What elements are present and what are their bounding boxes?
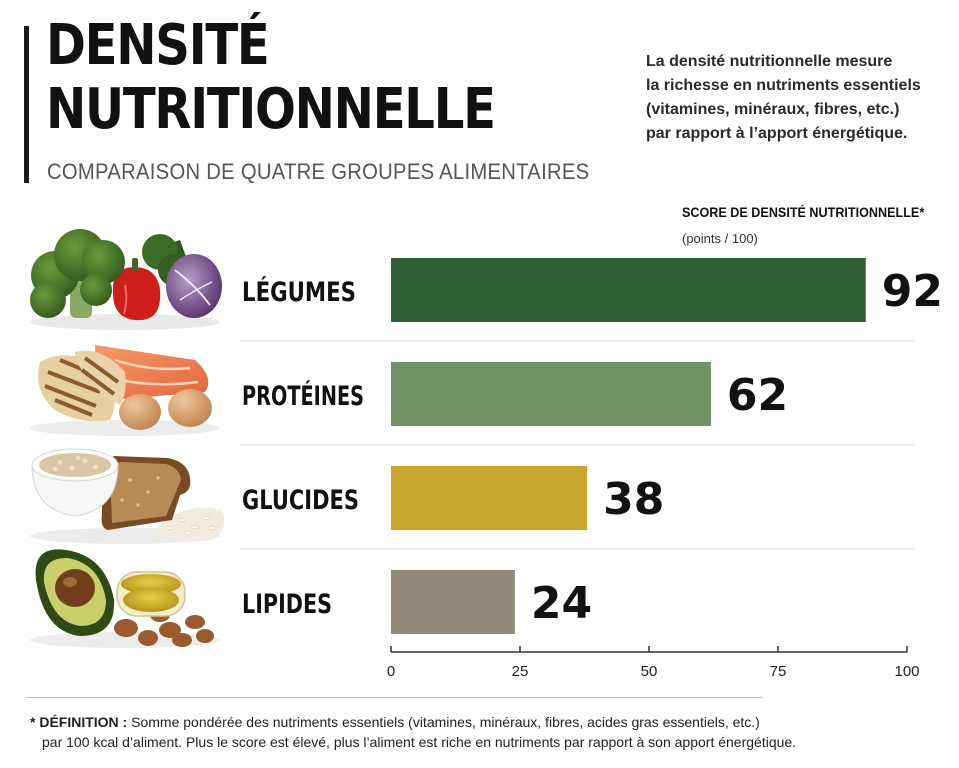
page-subtitle: COMPARAISON DE QUATRE GROUPES ALIMENTAIR… (47, 159, 590, 184)
intro-line: par rapport à l’apport énergétique. (646, 125, 908, 142)
x-axis-ticks: 0 25 50 75 100 (387, 646, 920, 680)
carbohydrates-illustration (30, 448, 225, 544)
value-label: 38 (603, 474, 664, 525)
category-label: LIPIDES (242, 589, 332, 620)
value-label: 24 (531, 578, 592, 629)
footnote-text-2: par 100 kcal d’aliment. Plus le score es… (42, 734, 797, 750)
chart-title: SCORE DE DENSITÉ NUTRITIONNELLE* (682, 204, 925, 220)
lipids-illustration (30, 549, 220, 648)
bar (391, 258, 866, 322)
intro-line: La densité nutritionnelle mesure (646, 53, 893, 70)
vegetables-illustration (30, 229, 222, 330)
page-title: DENSITÉ NUTRITIONNELLE (46, 13, 496, 142)
intro-text: La densité nutritionnelle mesure la rich… (646, 50, 946, 146)
x-tick-label: 100 (894, 663, 919, 680)
value-label: 92 (882, 266, 943, 317)
row-separators (240, 340, 914, 550)
category-label: GLUCIDES (242, 485, 359, 516)
value-labels-group: 92 62 38 24 (531, 266, 943, 629)
proteins-illustration (30, 345, 220, 436)
footnote-text-1: Somme pondérée des nutriments essentiels… (131, 714, 760, 730)
intro-line: la richesse en nutriments essentiels (646, 77, 921, 94)
bar-chart: LÉGUMES PROTÉINES GLUCIDES LIPIDES 92 62 3… (30, 229, 943, 680)
category-label: PROTÉINES (242, 380, 364, 412)
x-tick-label: 50 (641, 663, 658, 680)
bar (391, 570, 515, 634)
x-tick-label: 75 (770, 663, 787, 680)
title-line-2: NUTRITIONNELLE (46, 77, 496, 142)
bar (391, 466, 588, 530)
value-label: 62 (727, 370, 788, 421)
intro-line: (vitamines, minéraux, fibres, etc.) (646, 101, 900, 118)
category-label: LÉGUMES (242, 276, 356, 308)
title-line-1: DENSITÉ (46, 13, 270, 78)
footnote: * DÉFINITION : Somme pondérée des nutrim… (30, 712, 796, 752)
x-tick-label: 0 (387, 663, 395, 680)
footnote-label: * DÉFINITION : (30, 714, 128, 730)
bar (391, 362, 711, 426)
chart-unit-label: (points / 100) (682, 231, 758, 246)
footnote-line-1: * DÉFINITION : Somme pondérée des nutrim… (30, 712, 796, 732)
title-accent-bar (24, 26, 29, 183)
x-tick-label: 25 (512, 663, 529, 680)
footer-divider (26, 697, 762, 698)
bars-group (391, 258, 866, 634)
